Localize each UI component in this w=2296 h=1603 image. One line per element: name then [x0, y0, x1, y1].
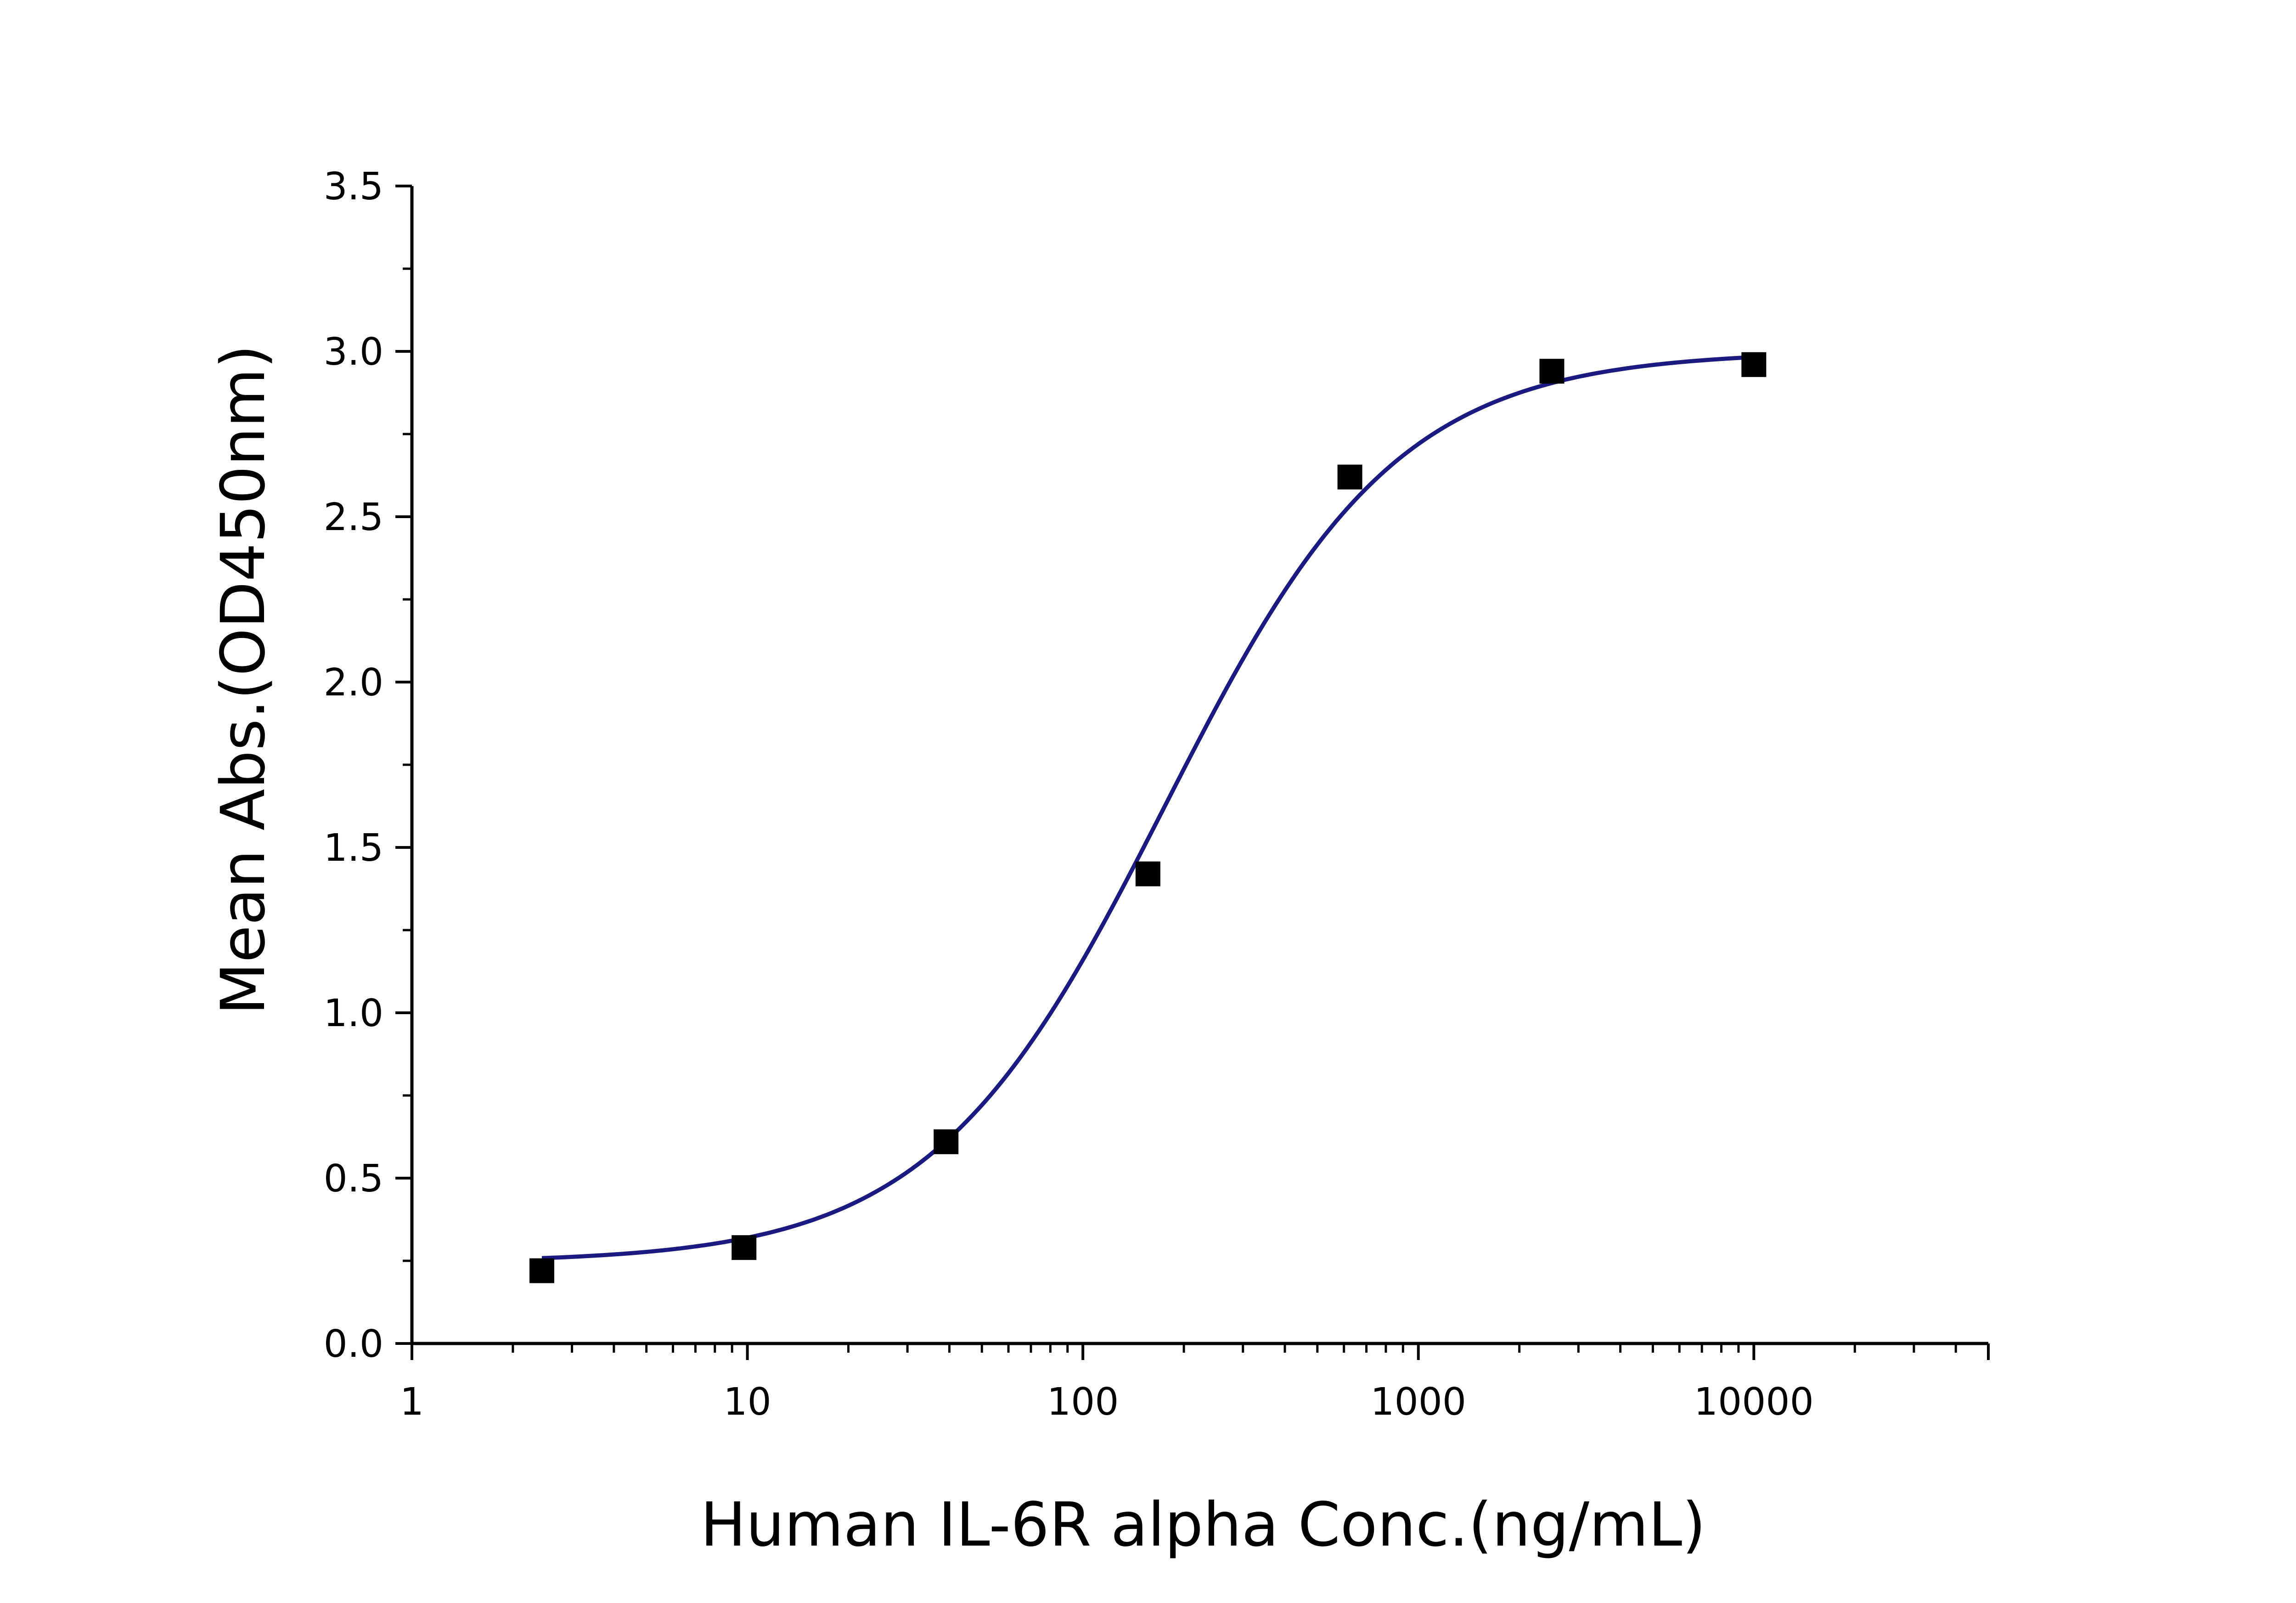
- y-tick-label: 3.0: [324, 330, 383, 374]
- y-tick-label: 3.5: [324, 165, 383, 209]
- x-tick-label: 1000: [1370, 1380, 1466, 1424]
- x-tick-label: 100: [1047, 1380, 1119, 1424]
- data-point: [1337, 464, 1362, 490]
- x-axis-title: Human IL-6R alpha Conc.(ng/mL): [700, 1490, 1705, 1560]
- y-tick-label: 2.5: [324, 496, 383, 539]
- x-tick-label: 10000: [1694, 1380, 1814, 1424]
- data-point: [934, 1129, 959, 1154]
- data-point: [732, 1235, 757, 1260]
- data-point: [1539, 359, 1564, 384]
- y-tick-label: 1.0: [324, 992, 383, 1035]
- fit-curve: [541, 355, 1754, 1260]
- ticks: [395, 185, 1990, 1360]
- y-tick-label: 1.5: [324, 826, 383, 870]
- data-point: [1741, 352, 1767, 377]
- data-point: [529, 1258, 555, 1283]
- y-tick-label: 2.0: [324, 661, 383, 705]
- y-tick-label: 0.5: [324, 1157, 383, 1201]
- tick-labels: 0.0 0.5 1.0 1.5 2.0 2.5 3.0 3.5 1 10 100 1000 10000: [324, 165, 1814, 1424]
- x-tick-label: 1: [400, 1380, 424, 1424]
- y-tick-label: 0.0: [324, 1322, 383, 1366]
- data-point: [1135, 861, 1160, 886]
- x-tick-label: 10: [723, 1380, 771, 1424]
- data-points: [529, 352, 1767, 1283]
- y-axis-title: Mean Abs.(OD450nm): [208, 344, 279, 1015]
